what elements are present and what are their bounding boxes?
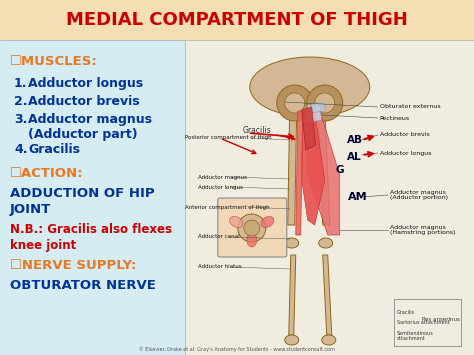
Polygon shape <box>289 255 296 335</box>
Text: 4.: 4. <box>14 143 27 156</box>
Text: 3.: 3. <box>14 113 27 126</box>
Text: Gracilis: Gracilis <box>397 310 415 315</box>
Circle shape <box>315 93 335 113</box>
Text: Adductor magnus
(Hamstring portions): Adductor magnus (Hamstring portions) <box>390 225 455 235</box>
Text: Posterior compartment of thigh: Posterior compartment of thigh <box>185 136 272 141</box>
Circle shape <box>277 85 313 121</box>
Text: Adductor brevis: Adductor brevis <box>380 132 429 137</box>
Ellipse shape <box>261 217 274 228</box>
Polygon shape <box>302 112 325 225</box>
Polygon shape <box>302 107 316 150</box>
Text: © Elsevier. Drake et al: Gray's Anatomy for Students - www.studentconsult.com: © Elsevier. Drake et al: Gray's Anatomy … <box>139 346 335 352</box>
Text: Adductor magnus: Adductor magnus <box>198 175 247 180</box>
Text: OBTURATOR NERVE: OBTURATOR NERVE <box>10 279 156 292</box>
Text: Adductor magnus
(Adductor part): Adductor magnus (Adductor part) <box>28 113 152 141</box>
FancyBboxPatch shape <box>0 40 185 355</box>
Text: Pes anserinus: Pes anserinus <box>422 317 460 322</box>
Text: Semitendinous
attachment: Semitendinous attachment <box>397 331 433 342</box>
Text: Gracilis: Gracilis <box>28 143 80 156</box>
Text: Obturator externus: Obturator externus <box>380 104 440 109</box>
Polygon shape <box>296 111 303 235</box>
Ellipse shape <box>319 238 333 248</box>
Polygon shape <box>306 105 322 123</box>
Text: Adductor longus: Adductor longus <box>380 151 431 155</box>
Text: N.B.: Gracilis also flexes
knee joint: N.B.: Gracilis also flexes knee joint <box>10 223 172 252</box>
Text: Adductor brevis: Adductor brevis <box>28 95 140 108</box>
FancyArrowPatch shape <box>222 139 256 154</box>
Text: ☐MUSCLES:: ☐MUSCLES: <box>10 55 98 68</box>
Text: Pectineus: Pectineus <box>380 115 410 120</box>
FancyArrowPatch shape <box>251 133 293 138</box>
Text: AB: AB <box>346 135 363 145</box>
Polygon shape <box>306 110 340 235</box>
Text: Adductor longus: Adductor longus <box>28 77 143 90</box>
FancyBboxPatch shape <box>218 198 287 257</box>
Polygon shape <box>323 255 332 335</box>
Text: AL: AL <box>347 152 362 162</box>
Text: ADDUCTION OF HIP
JOINT: ADDUCTION OF HIP JOINT <box>10 187 155 216</box>
Ellipse shape <box>285 335 299 345</box>
FancyBboxPatch shape <box>0 0 474 40</box>
Text: AM: AM <box>348 192 367 202</box>
Text: 2.: 2. <box>14 95 27 108</box>
Text: Adductor longus: Adductor longus <box>198 185 243 190</box>
Text: Adductor magnus
(Adductor portion): Adductor magnus (Adductor portion) <box>390 190 447 201</box>
Text: MEDIAL COMPARTMENT OF THIGH: MEDIAL COMPARTMENT OF THIGH <box>66 11 408 29</box>
Text: 1.: 1. <box>14 77 27 90</box>
Polygon shape <box>288 105 297 225</box>
Polygon shape <box>310 103 326 113</box>
FancyBboxPatch shape <box>394 299 461 346</box>
Circle shape <box>244 220 260 236</box>
Ellipse shape <box>285 238 299 248</box>
Ellipse shape <box>250 57 370 117</box>
Text: G: G <box>336 165 344 175</box>
Ellipse shape <box>247 233 257 247</box>
Text: Gracilis: Gracilis <box>242 126 295 140</box>
Circle shape <box>307 85 343 121</box>
Circle shape <box>285 93 305 113</box>
Text: ☐NERVE SUPPLY:: ☐NERVE SUPPLY: <box>10 259 137 272</box>
Circle shape <box>238 214 266 242</box>
Text: Adductor hiatus: Adductor hiatus <box>198 264 241 269</box>
Text: Sartorius attachment: Sartorius attachment <box>397 320 449 325</box>
Polygon shape <box>318 105 330 225</box>
Text: Adductor canal: Adductor canal <box>198 235 239 240</box>
Ellipse shape <box>230 217 243 228</box>
FancyArrowPatch shape <box>365 136 373 140</box>
Ellipse shape <box>322 335 336 345</box>
FancyBboxPatch shape <box>185 40 474 355</box>
Text: ☐ACTION:: ☐ACTION: <box>10 167 83 180</box>
FancyArrowPatch shape <box>365 152 373 157</box>
Text: Anterior compartment of thigh: Anterior compartment of thigh <box>185 204 269 209</box>
